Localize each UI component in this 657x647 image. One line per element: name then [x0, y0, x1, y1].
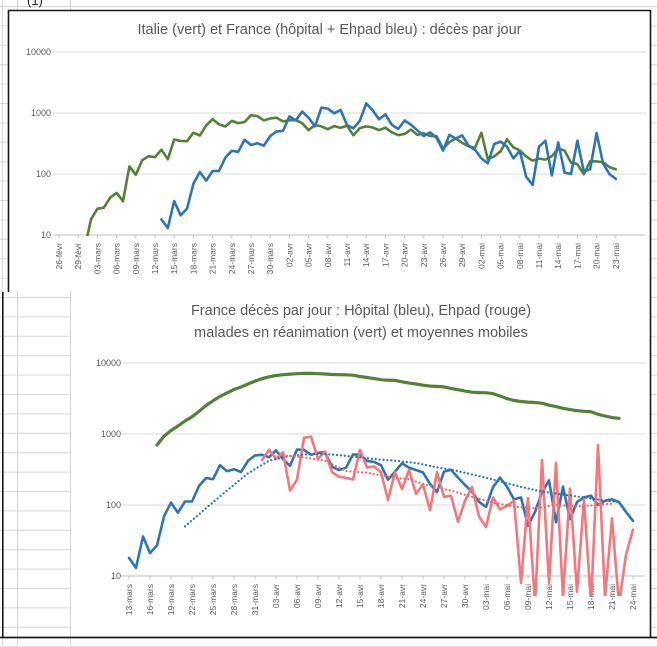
- x-tick-label: 05-avr: [304, 243, 314, 267]
- x-tick-label: 16-mars: [145, 584, 155, 615]
- x-tick-label: 21-mai: [607, 584, 617, 610]
- series-d-c-s-ehpad[interactable]: [260, 435, 635, 605]
- x-tick-label: 28-mars: [229, 584, 239, 615]
- cell-text-partial: (1): [27, 0, 43, 8]
- x-tick-label: 15-avr: [355, 584, 365, 608]
- x-tick-label: 02-mai: [476, 243, 486, 269]
- x-tick-label: 24-mars: [227, 243, 237, 274]
- x-tick-label: 20-mai: [592, 243, 602, 269]
- x-tick-label: 03-avr: [271, 584, 281, 608]
- x-tick-label: 14-avr: [361, 243, 371, 267]
- bottom-chart-plot: 13-mars 16-mars 19-mars 22-mars 25-mars 28-ma…: [96, 358, 645, 615]
- x-tick-label: 22-mars: [187, 584, 197, 615]
- x-tick-label: 15-mars: [169, 243, 179, 274]
- x-tick-label: 08-mai: [515, 243, 525, 269]
- y-tick-label: 10000: [96, 358, 121, 368]
- chart-title: France décès par jour : Hôpital (bleu), …: [71, 300, 651, 344]
- x-tick-label: 13-mars: [124, 584, 134, 615]
- x-tick-label: 12-mars: [150, 243, 160, 274]
- top-chart-plot: 26-févr 29-févr 03-mars 06-mars 09-mars 12-ma…: [26, 47, 646, 274]
- y-tick-label: 1000: [31, 108, 51, 118]
- x-tick-label: 12-avr: [334, 584, 344, 608]
- x-tick-label: 17-avr: [380, 243, 390, 267]
- x-tick-label: 31-mars: [250, 584, 260, 615]
- chart-title: Italie (vert) et France (hôpital + Ehpad…: [137, 22, 522, 38]
- series-d-c-s-h-pital[interactable]: [127, 448, 635, 570]
- chart-title-line-1: France décès par jour : Hôpital (bleu), …: [190, 303, 532, 319]
- x-tick-label: 09-avr: [313, 584, 323, 608]
- y-tick-label: 10000: [26, 47, 51, 57]
- x-tick-label: 26-févr: [54, 243, 64, 270]
- x-tick-label: 18-mai: [586, 584, 596, 610]
- x-tick-label: 27-mars: [246, 243, 256, 274]
- x-tick-label: 30-avr: [460, 584, 470, 608]
- y-tick-label: 100: [36, 169, 51, 179]
- x-tick-label: 27-avr: [439, 584, 449, 608]
- x-tick-label: 17-mai: [572, 243, 582, 269]
- x-tick-label: 08-avr: [323, 243, 333, 267]
- x-tick-label: 30-mars: [265, 243, 275, 274]
- x-tick-label: 09-mai: [523, 584, 533, 610]
- x-tick-label: 29-févr: [73, 243, 83, 270]
- series-france-h-pital-ehpad-d-c-s-par-jour[interactable]: [160, 102, 618, 230]
- y-tick-label: 10: [41, 230, 51, 240]
- chart-title-line-2: malades en réanimation (vert) et moyenne…: [194, 325, 528, 341]
- x-tick-label: 11-avr: [342, 243, 352, 267]
- series-malades-en-r-animation[interactable]: [155, 371, 621, 447]
- y-tick-label: 1000: [101, 429, 121, 439]
- x-tick-label: 26-avr: [438, 243, 448, 267]
- x-tick-label: 15-mai: [565, 584, 575, 610]
- x-tick-label: 11-mai: [534, 243, 544, 268]
- top-chart[interactable]: Italie (vert) et France (hôpital + Ehpad…: [9, 11, 650, 291]
- x-tick-label: 21-avr: [397, 584, 407, 608]
- series-moyenne-mobile-ehpad[interactable]: [281, 454, 614, 510]
- x-tick-label: 20-avr: [400, 243, 410, 267]
- series-italie-d-c-s-par-jour[interactable]: [85, 113, 618, 248]
- x-tick-label: 24-avr: [418, 584, 428, 608]
- x-tick-label: 23-avr: [419, 243, 429, 267]
- x-tick-label: 14-mai: [553, 243, 563, 269]
- x-tick-label: 23-mai: [611, 243, 621, 269]
- bottom-chart[interactable]: France décès par jour : Hôpital (bleu), …: [71, 292, 651, 637]
- y-tick-label: 100: [106, 500, 121, 510]
- y-tick-label: 10: [111, 571, 121, 581]
- x-tick-label: 12-mai: [544, 584, 554, 610]
- x-tick-label: 03-mai: [481, 584, 491, 610]
- x-tick-label: 19-mars: [166, 584, 176, 615]
- x-tick-label: 21-mars: [208, 243, 218, 274]
- x-tick-label: 18-mars: [188, 243, 198, 274]
- x-tick-label: 29-avr: [457, 243, 467, 267]
- x-tick-label: 18-avr: [376, 584, 386, 608]
- x-tick-label: 09-mars: [131, 243, 141, 274]
- x-tick-label: 06-mai: [502, 584, 512, 610]
- x-tick-label: 25-mars: [208, 584, 218, 615]
- x-tick-label: 06-mars: [112, 243, 122, 274]
- x-tick-label: 05-mai: [496, 243, 506, 269]
- x-tick-label: 02-avr: [284, 243, 294, 267]
- x-tick-label: 03-mars: [92, 243, 102, 274]
- x-tick-label: 06-avr: [292, 584, 302, 608]
- series-moyenne-mobile-h-pital[interactable]: [183, 452, 621, 528]
- x-tick-label: 24-mai: [628, 584, 638, 610]
